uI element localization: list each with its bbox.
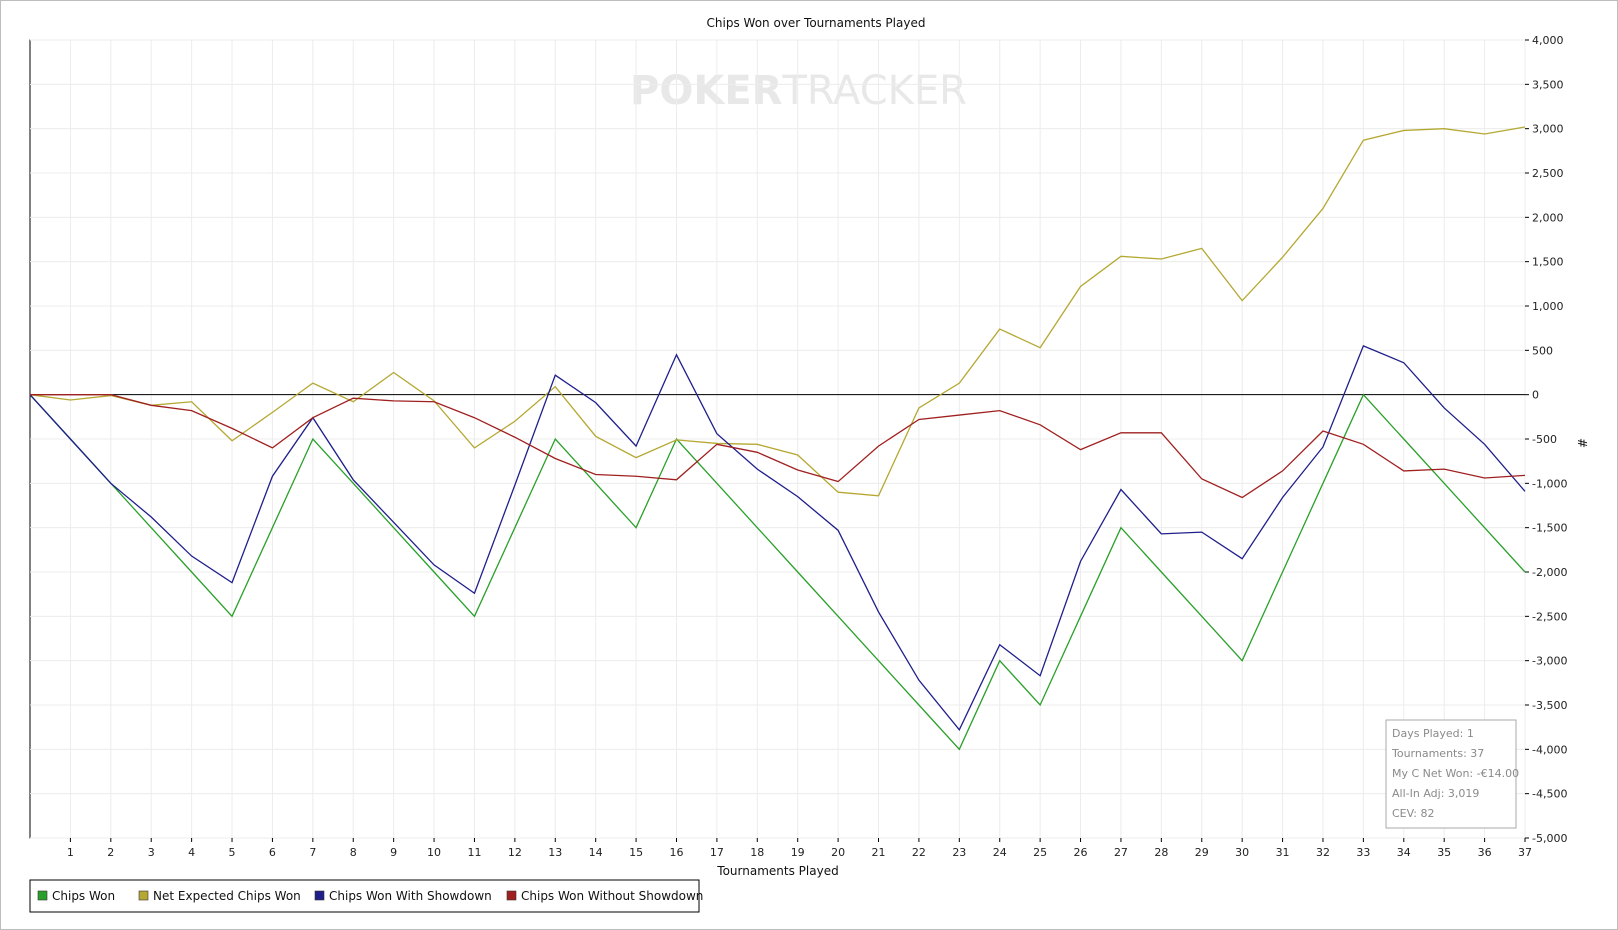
x-tick-label-13: 13: [548, 846, 562, 859]
x-tick-label-34: 34: [1397, 846, 1411, 859]
y-tick-label-14: -3,000: [1532, 655, 1567, 668]
grid: [30, 39, 1526, 839]
x-tick-label-37: 37: [1518, 846, 1532, 859]
stats-line-4: CEV: 82: [1392, 807, 1434, 820]
legend-swatch-3: [506, 890, 517, 901]
x-tick-label-20: 20: [831, 846, 845, 859]
y-tick-label-13: -2,500: [1532, 610, 1567, 623]
x-tick-label-29: 29: [1195, 846, 1209, 859]
x-tick-label-14: 14: [589, 846, 603, 859]
watermark-right: TRACKER: [781, 68, 967, 114]
x-tick-label-28: 28: [1154, 846, 1168, 859]
x-tick-label-7: 7: [309, 846, 316, 859]
svg-text:POKERTRACKER: POKERTRACKER: [630, 68, 967, 114]
stats-box-frame: [1385, 719, 1517, 829]
x-tick-label-16: 16: [669, 846, 683, 859]
x-tick-label-23: 23: [952, 846, 966, 859]
stats-line-2: My C Net Won: -€14.00: [1392, 767, 1519, 780]
watermark-left: POKER: [630, 68, 782, 114]
legend-label-0: Chips Won: [52, 889, 115, 903]
stats-line-1: Tournaments: 37: [1391, 747, 1484, 760]
y-axis-ticks: 4,000 3,500 3,000 2,500 2,000 1,500 1,000 500 0 -…: [1525, 34, 1567, 845]
y-tick-label-5: 1,500: [1532, 256, 1564, 269]
legend-swatch-0: [37, 890, 48, 901]
legend-swatch-2: [314, 890, 325, 901]
y-tick-label-16: -4,000: [1532, 743, 1567, 756]
x-tick-label-4: 4: [188, 846, 195, 859]
legend-label-2: Chips Won With Showdown: [329, 889, 492, 903]
pokertracker-watermark: POKERTRACKER: [630, 68, 967, 114]
x-tick-label-10: 10: [427, 846, 441, 859]
y-tick-label-0: 4,000: [1532, 34, 1564, 47]
x-tick-label-27: 27: [1114, 846, 1128, 859]
y-tick-label-1: 3,500: [1532, 78, 1564, 91]
x-tick-label-5: 5: [229, 846, 236, 859]
y-tick-label-12: -2,000: [1532, 566, 1567, 579]
y-tick-label-8: 0: [1532, 389, 1539, 402]
series-group: [29, 126, 1526, 751]
x-tick-label-12: 12: [508, 846, 522, 859]
y-axis-title: #: [1575, 438, 1589, 448]
stats-line-0: Days Played: 1: [1392, 727, 1474, 740]
x-tick-label-15: 15: [629, 846, 643, 859]
x-tick-label-9: 9: [390, 846, 397, 859]
y-tick-label-7: 500: [1532, 344, 1553, 357]
x-tick-label-8: 8: [350, 846, 357, 859]
x-tick-label-36: 36: [1478, 846, 1492, 859]
y-tick-label-18: -5,000: [1532, 832, 1567, 845]
x-tick-label-21: 21: [872, 846, 886, 859]
y-tick-label-11: -1,500: [1532, 522, 1567, 535]
x-tick-label-33: 33: [1356, 846, 1370, 859]
stats-line-3: All-In Adj: 3,019: [1392, 787, 1479, 800]
x-tick-label-3: 3: [148, 846, 155, 859]
x-tick-label-25: 25: [1033, 846, 1047, 859]
x-tick-label-1: 1: [67, 846, 74, 859]
x-tick-label-6: 6: [269, 846, 276, 859]
legend: Chips Won Net Expected Chips Won Chips Won…: [29, 879, 703, 913]
legend-label-3: Chips Won Without Showdown: [521, 889, 703, 903]
x-tick-label-22: 22: [912, 846, 926, 859]
y-tick-label-2: 3,000: [1532, 123, 1564, 136]
x-tick-label-17: 17: [710, 846, 724, 859]
y-tick-label-15: -3,500: [1532, 699, 1567, 712]
x-tick-label-18: 18: [750, 846, 764, 859]
series-line-net-expected-chips-won: [29, 126, 1526, 497]
legend-label-1: Net Expected Chips Won: [153, 889, 301, 903]
x-axis-ticks: 1 2 3 4 5 6 7 8 9 10 11 12 13 14 15 16 17 18 19 20 21 22 23 24 2…: [67, 838, 1532, 859]
x-tick-label-35: 35: [1437, 846, 1451, 859]
chart-title: Chips Won over Tournaments Played: [707, 16, 926, 30]
y-tick-label-3: 2,500: [1532, 167, 1564, 180]
x-tick-label-32: 32: [1316, 846, 1330, 859]
stats-box: Days Played: 1 Tournaments: 37 My C Net Wo…: [1385, 719, 1519, 829]
x-axis-title: Tournaments Played: [716, 864, 838, 878]
x-tick-label-19: 19: [791, 846, 805, 859]
y-tick-label-6: 1,000: [1532, 300, 1564, 313]
series-line-chips-won-without-showdown: [30, 394, 1526, 499]
legend-swatch-1: [138, 890, 149, 901]
series-line-chips-won-with-showdown: [29, 345, 1526, 732]
x-tick-label-30: 30: [1235, 846, 1249, 859]
y-tick-label-17: -4,500: [1532, 788, 1567, 801]
x-tick-label-24: 24: [993, 846, 1007, 859]
y-tick-label-10: -1,000: [1532, 477, 1567, 490]
x-tick-label-31: 31: [1276, 846, 1290, 859]
x-tick-label-26: 26: [1074, 846, 1088, 859]
series-line-chips-won: [29, 393, 1526, 751]
y-tick-label-4: 2,000: [1532, 211, 1564, 224]
x-tick-label-11: 11: [467, 846, 481, 859]
y-tick-label-9: -500: [1532, 433, 1557, 446]
x-tick-label-2: 2: [107, 846, 114, 859]
